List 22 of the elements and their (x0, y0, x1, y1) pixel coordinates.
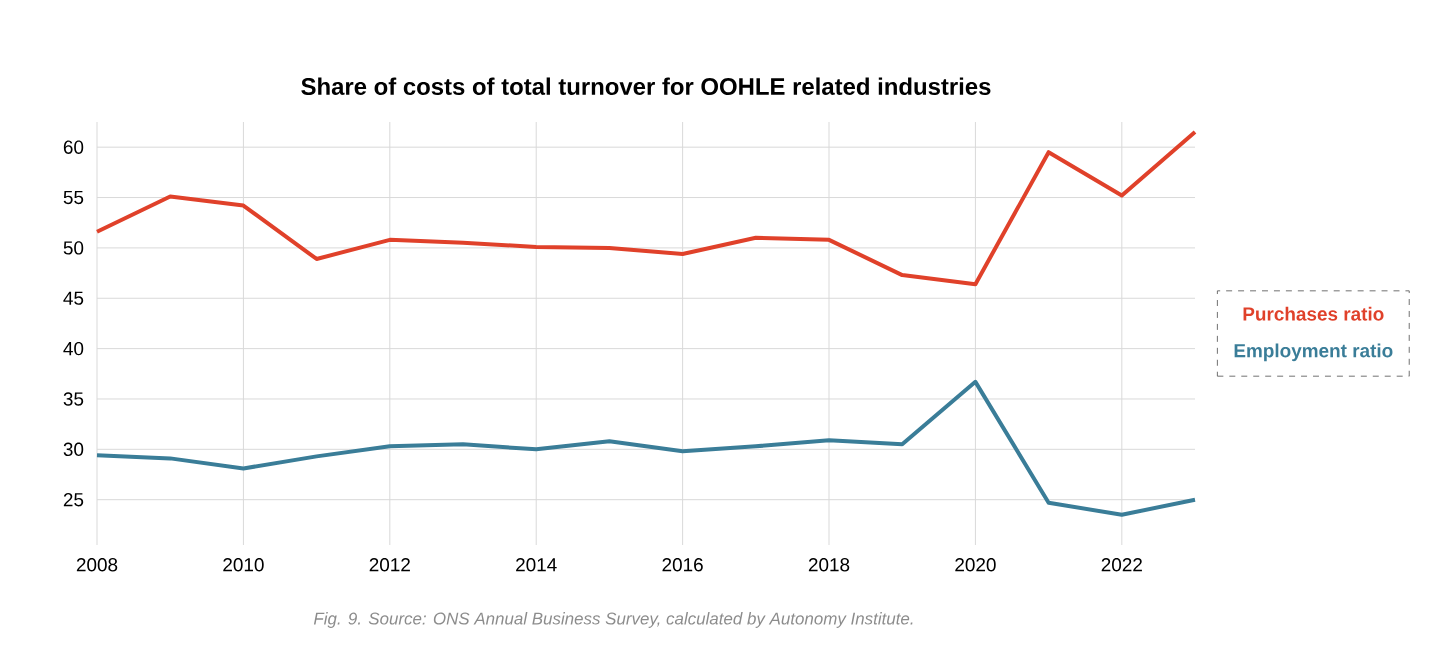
x-tick-label: 2012 (369, 558, 410, 572)
caption: Fig. 9. Source: ONS Annual Business Survey, calculated by Autonomy Institute. (313, 612, 913, 628)
text: Employment ratio (1234, 343, 1393, 362)
x-tick-label: 2016 (662, 558, 703, 572)
x-tick-label: 2014 (516, 558, 557, 572)
y-tick-label: 55 (63, 190, 84, 205)
line-series (95, 379, 1198, 517)
x-tick-label: 2020 (955, 558, 996, 572)
y-tick-label: 35 (63, 392, 84, 406)
x-tick-label: 2010 (223, 558, 264, 572)
y-tick-label: 30 (63, 442, 84, 457)
y-tick-label: 60 (63, 140, 84, 154)
x-tick-label: 2018 (808, 558, 850, 572)
y-tick-label: 50 (63, 241, 84, 255)
chart-title: Share of costs of total turnover for OOHLE related industries (301, 77, 991, 95)
x-tick-label: 2008 (76, 558, 118, 572)
y-tick-label: 45 (63, 291, 84, 305)
line-series (95, 130, 1198, 287)
x-tick-label: 2022 (1101, 558, 1142, 572)
y-tick-label: 25 (63, 492, 84, 507)
y-tick-label: 40 (63, 341, 84, 356)
text: Purchases ratio (1243, 306, 1384, 321)
